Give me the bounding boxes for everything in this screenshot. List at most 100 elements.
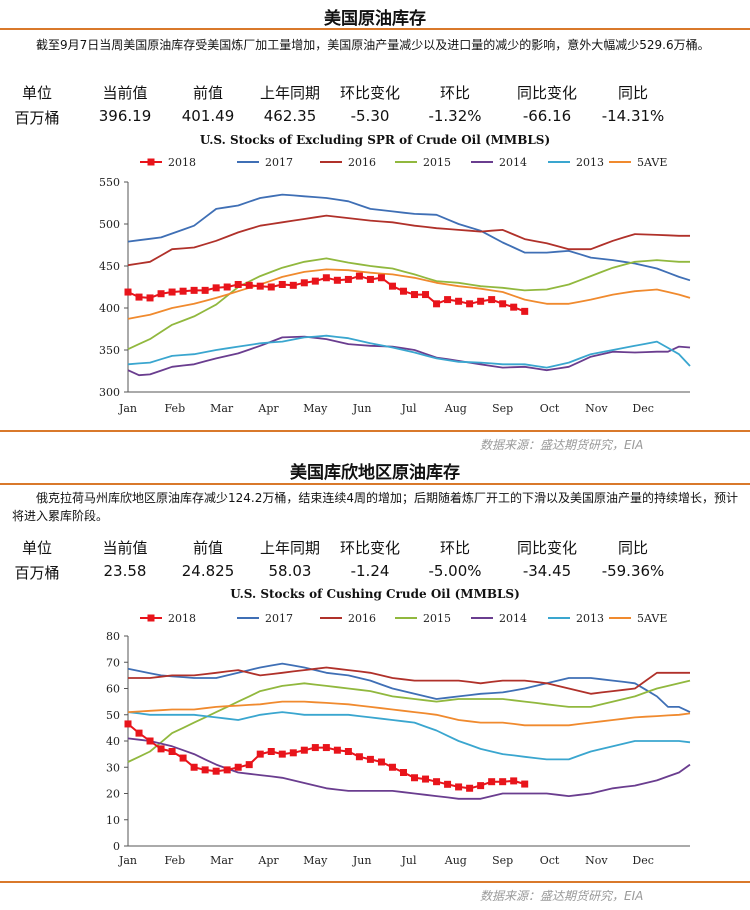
- legend-label: 2018: [168, 156, 196, 169]
- stat-header: 单位: [21, 539, 52, 557]
- x-tick-label: Feb: [165, 854, 186, 867]
- legend-label: 2015: [423, 612, 451, 625]
- x-tick-label: Aug: [444, 402, 467, 415]
- data-point-2018: [344, 275, 352, 283]
- data-point-2018: [234, 763, 242, 771]
- data-point-2018: [366, 275, 374, 283]
- data-point-2018: [399, 769, 407, 776]
- x-tick-label: May: [303, 854, 328, 867]
- series-line-2018: [127, 275, 526, 313]
- legend-label: 2017: [265, 156, 293, 169]
- data-point-2018: [179, 287, 187, 295]
- section-2-stat-headers: 单位 当前值 前值 上年同期 环比变化 环比 同比变化 同比: [0, 537, 750, 557]
- stat-value: -34.45: [522, 562, 572, 580]
- stat-value: 百万桶: [14, 109, 60, 127]
- stat-value: 396.19: [98, 107, 152, 125]
- data-point-2018: [245, 761, 253, 769]
- legend-label: 2014: [499, 612, 527, 625]
- chart-title: U.S. Stocks of Excluding SPR of Crude Oi…: [200, 133, 550, 147]
- stat-header: 当前值: [102, 539, 148, 557]
- data-point-2018: [499, 778, 507, 786]
- y-tick-label: 40: [106, 735, 120, 748]
- data-point-2018: [300, 746, 308, 754]
- x-tick-label: Nov: [585, 402, 608, 415]
- stat-header: 环比: [439, 84, 470, 102]
- data-point-2018: [455, 783, 463, 791]
- data-point-2018: [377, 758, 385, 766]
- series-line-5ave: [127, 700, 691, 727]
- legend-label: 5AVE: [637, 156, 667, 169]
- cushing-stocks-chart: U.S. Stocks of Cushing Crude Oil (MMBLS)…: [106, 587, 691, 867]
- data-point-2018: [190, 763, 198, 771]
- data-point-2018: [135, 293, 143, 301]
- data-point-2018: [322, 274, 330, 282]
- y-tick-label: 450: [99, 260, 120, 273]
- section-2-bottom-rule: [0, 881, 750, 883]
- series-line-2013: [127, 711, 691, 761]
- section-1-top-rule: [0, 28, 750, 30]
- x-tick-label: Feb: [165, 402, 186, 415]
- series-line-2018: [127, 723, 525, 790]
- data-point-2018: [300, 279, 308, 287]
- y-tick-label: 60: [106, 683, 120, 696]
- legend-label: 2013: [576, 612, 604, 625]
- stat-header: 环比: [439, 539, 470, 557]
- x-tick-label: Aug: [444, 854, 467, 867]
- legend-label: 2013: [576, 156, 604, 169]
- data-point-2018: [157, 745, 165, 753]
- data-point-2018: [157, 290, 165, 298]
- y-tick-label: 70: [106, 656, 120, 669]
- section-2-stat-values: 百万桶 23.58 24.825 58.03 -1.24 -5.00% -34.…: [0, 562, 750, 582]
- x-tick-label: Jul: [400, 854, 416, 867]
- x-tick-label: May: [303, 402, 328, 415]
- data-point-2018: [488, 296, 496, 304]
- data-point-2018: [190, 286, 198, 294]
- data-point-2018: [422, 291, 430, 299]
- data-point-2018: [267, 283, 275, 291]
- section-2-source: 数据来源：盛达期货研究，EIA: [480, 889, 644, 903]
- data-point-2018: [201, 286, 209, 294]
- data-point-2018: [377, 274, 385, 282]
- stat-header: 当前值: [102, 84, 148, 102]
- data-point-2018: [510, 777, 518, 785]
- stat-value: 401.49: [181, 107, 235, 125]
- y-tick-label: 350: [99, 344, 120, 357]
- series-line-5ave: [127, 268, 691, 320]
- stat-header: 同比变化: [516, 84, 577, 102]
- data-point-2018: [146, 294, 154, 302]
- data-point-2018: [245, 281, 253, 289]
- x-tick-label: Mar: [210, 402, 234, 415]
- series-line-2014: [127, 335, 691, 377]
- stat-header: 环比变化: [339, 84, 400, 102]
- data-point-2018: [311, 277, 319, 285]
- x-tick-label: Nov: [585, 854, 608, 867]
- x-tick-label: Jan: [118, 402, 137, 415]
- stat-header: 同比: [617, 84, 648, 102]
- x-tick-label: Jan: [118, 854, 137, 867]
- data-point-2018: [411, 774, 419, 782]
- data-point-2018: [223, 766, 231, 774]
- stat-value: -14.31%: [601, 107, 665, 125]
- x-tick-label: Dec: [632, 854, 654, 867]
- stat-value: -5.30: [350, 107, 390, 125]
- data-point-2018: [212, 767, 220, 775]
- data-point-2018: [234, 280, 242, 288]
- stat-header: 前值: [192, 539, 223, 557]
- data-point-2018: [333, 746, 341, 754]
- data-point-2018: [388, 282, 396, 290]
- data-point-2018: [444, 296, 452, 304]
- section-1-description: 截至9月7日当周美国原油库存受美国炼厂加工量增加，美国原油产量减少以及进口量的减…: [36, 38, 710, 52]
- section-1-source: 数据来源：盛达期货研究，EIA: [480, 438, 644, 452]
- y-tick-label: 20: [106, 788, 120, 801]
- legend-label: 5AVE: [637, 612, 667, 625]
- data-point-2018: [477, 297, 485, 305]
- data-point-2018: [278, 750, 286, 758]
- data-point-2018: [333, 276, 341, 284]
- stat-value: -5.00%: [428, 562, 482, 580]
- data-point-2018: [311, 744, 319, 752]
- data-point-2018: [278, 280, 286, 288]
- stat-header: 上年同期: [259, 84, 320, 102]
- data-point-2018: [433, 778, 441, 786]
- stat-value: -1.24: [350, 562, 390, 580]
- stat-value: 24.825: [181, 562, 235, 580]
